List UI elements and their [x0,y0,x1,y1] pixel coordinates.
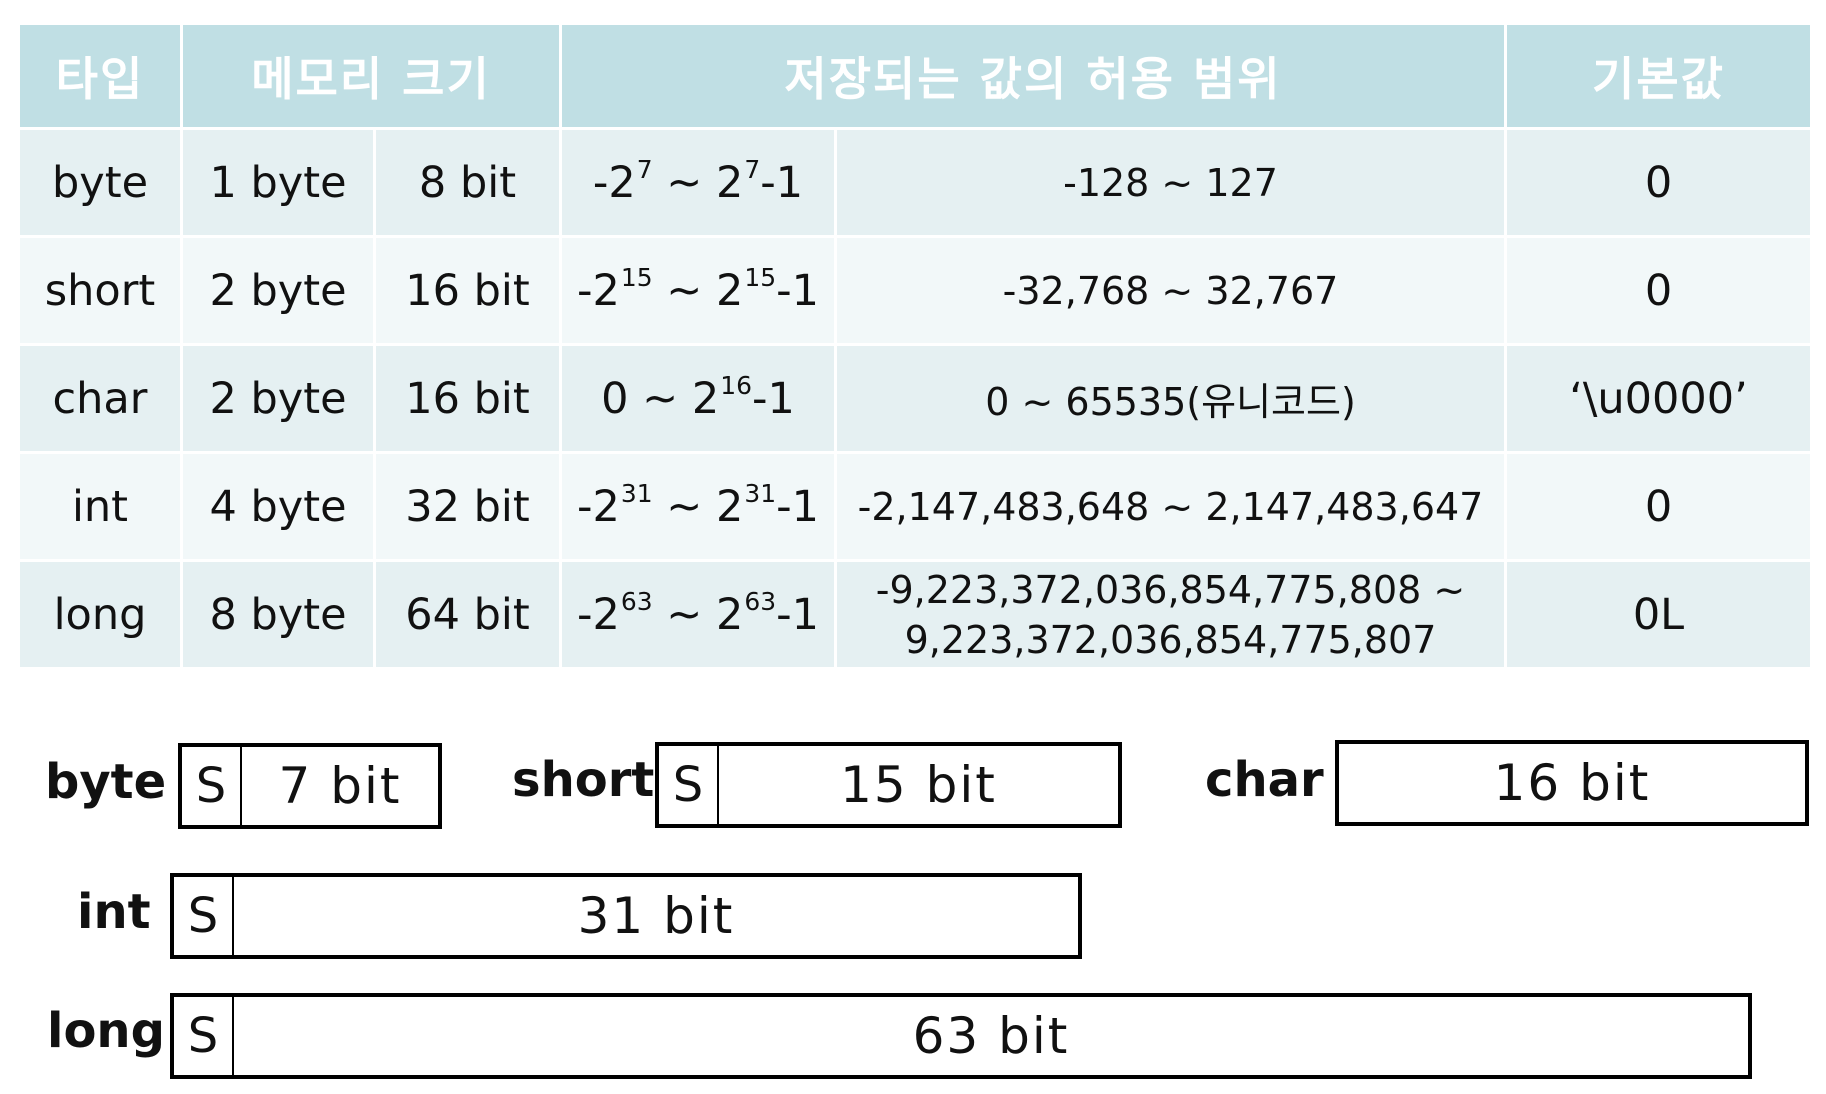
cell-bytes: 8 byte [180,559,376,670]
sign-bit: S [174,997,234,1075]
cell-type: int [17,451,183,562]
cell-bytes: 4 byte [180,451,376,562]
cell-type: byte [17,127,183,238]
cell-bytes: 2 byte [180,235,376,346]
cell-default: ‘\u0000’ [1504,343,1813,454]
cell-range-formula: -215 ~ 215-1 [559,235,837,346]
cell-range-value: -128 ~ 127 [834,127,1507,238]
diagram-label-long: long [47,1003,165,1059]
cell-range-formula: 0 ~ 216-1 [559,343,837,454]
sign-bit: S [182,747,242,825]
range-base: -2 [592,157,636,208]
cell-range-value: 0 ~ 65535(유니코드) [834,343,1507,454]
table-row-char: char 2 byte 16 bit 0 ~ 216-1 0 ~ 65535(유… [17,343,1813,454]
cell-range-value: -9,223,372,036,854,775,808 ~ 9,223,372,03… [834,559,1507,670]
bit-layout-byte: S 7 bit [178,743,442,829]
range-base: 0 ~ 2 [601,373,720,424]
cell-range-formula: -27 ~ 27-1 [559,127,837,238]
range-exponent: 31 [620,478,653,508]
header-default: 기본값 [1504,22,1813,130]
cell-bytes: 2 byte [180,343,376,454]
table-row-short: short 2 byte 16 bit -215 ~ 215-1 -32,768… [17,235,1813,346]
java-integer-types-table: 타입 메모리 크기 저장되는 값의 허용 범위 기본값 byte 1 byte … [17,22,1813,670]
value-bits: 63 bit [912,1007,1070,1065]
sign-bit: S [659,746,719,824]
cell-bytes: 1 byte [180,127,376,238]
range-mid: ~ 2 [652,481,744,532]
bit-layout-short: S 15 bit [655,742,1122,828]
cell-default: 0 [1504,451,1813,562]
header-memory-size: 메모리 크기 [180,22,562,130]
bit-layout-char: 16 bit [1335,740,1809,826]
cell-bits: 64 bit [373,559,562,670]
table-header-row: 타입 메모리 크기 저장되는 값의 허용 범위 기본값 [17,22,1813,130]
cell-bits: 8 bit [373,127,562,238]
value-bits: 16 bit [1493,754,1651,812]
diagram-label-int: int [77,884,151,940]
range-exponent: 15 [744,262,777,292]
header-type: 타입 [17,22,183,130]
value-bits: 7 bit [278,757,402,815]
diagram-label-short: short [512,752,655,808]
range-value-line1: -9,223,372,036,854,775,808 ~ [875,567,1466,612]
cell-bits: 16 bit [373,343,562,454]
cell-range-value: -32,768 ~ 32,767 [834,235,1507,346]
value-bits: 15 bit [840,756,997,814]
cell-default: 0L [1504,559,1813,670]
table-row-byte: byte 1 byte 8 bit -27 ~ 27-1 -128 ~ 127 … [17,127,1813,238]
cell-type: char [17,343,183,454]
sign-bit: S [174,877,234,955]
table-row-long: long 8 byte 64 bit -263 ~ 263-1 -9,223,3… [17,559,1813,670]
range-base: -2 [577,265,620,316]
cell-range-value: -2,147,483,648 ~ 2,147,483,647 [834,451,1507,562]
range-mid: ~ 2 [652,265,744,316]
bit-layout-int: S 31 bit [170,873,1082,959]
range-exponent: 31 [744,478,777,508]
range-end: -1 [760,157,804,208]
range-exponent: 7 [744,154,761,184]
header-range: 저장되는 값의 허용 범위 [559,22,1507,130]
cell-range-formula: -263 ~ 263-1 [559,559,837,670]
range-base: -2 [577,481,620,532]
range-end: -1 [776,481,819,532]
cell-range-formula: -231 ~ 231-1 [559,451,837,562]
range-exponent: 16 [720,370,752,400]
cell-default: 0 [1504,127,1813,238]
bit-layout-long: S 63 bit [170,993,1752,1079]
table-row-int: int 4 byte 32 bit -231 ~ 231-1 -2,147,48… [17,451,1813,562]
cell-default: 0 [1504,235,1813,346]
cell-bits: 16 bit [373,235,562,346]
range-exponent: 63 [620,586,653,616]
range-value-line2: 9,223,372,036,854,775,807 [904,617,1437,662]
diagram-label-byte: byte [45,754,167,810]
cell-bits: 32 bit [373,451,562,562]
diagram-label-char: char [1205,752,1324,808]
range-mid: ~ 2 [652,157,744,208]
value-bits: 31 bit [577,887,735,945]
cell-type: short [17,235,183,346]
range-base: -2 [577,589,620,640]
range-end: -1 [776,265,819,316]
range-exponent: 15 [620,262,653,292]
range-mid: ~ 2 [652,589,744,640]
range-mid: -1 [751,373,795,424]
range-exponent: 7 [636,154,653,184]
range-end: -1 [776,589,819,640]
range-exponent: 63 [744,586,777,616]
cell-type: long [17,559,183,670]
